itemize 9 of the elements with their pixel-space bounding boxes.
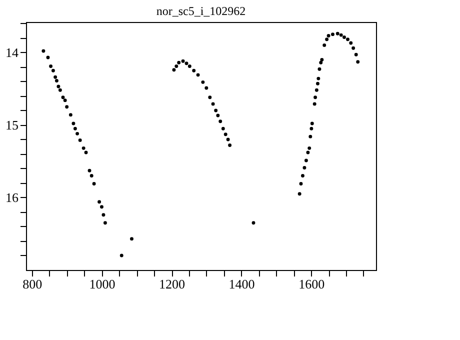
x-tick-label: 1000 <box>89 276 116 292</box>
chart-title: nor_sc5_i_102962 <box>156 4 246 18</box>
x-tick-label: 1600 <box>298 276 325 292</box>
x-tick-label: 1400 <box>228 276 255 292</box>
x-tick-label: 800 <box>22 276 42 292</box>
y-tick-label: 14 <box>6 44 19 60</box>
x-tick-label: 1200 <box>159 276 186 292</box>
y-tick-label: 16 <box>6 190 19 205</box>
y-tick-label: 15 <box>6 117 18 132</box>
